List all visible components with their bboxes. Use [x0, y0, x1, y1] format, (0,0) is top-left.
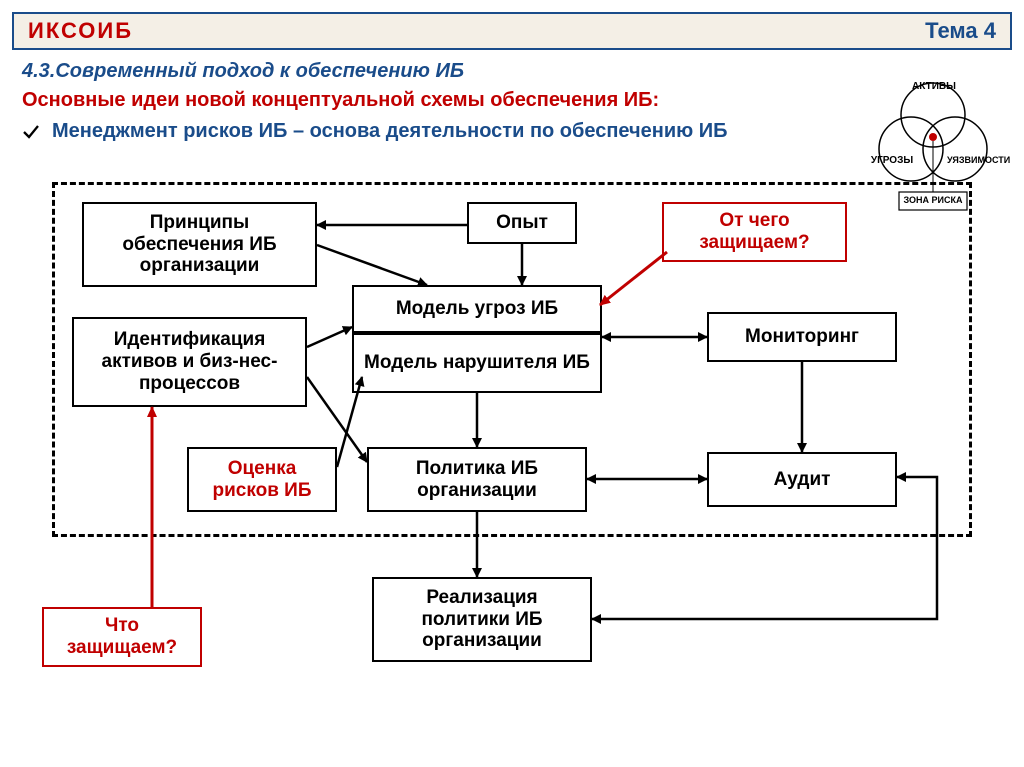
node-risk-assessment: Оценка рисков ИБ	[187, 447, 337, 512]
section-title: 4.3.Современный подход к обеспечению ИБ	[22, 60, 1002, 83]
diagram-stage: АКТИВЫ УГРОЗЫ УЯЗВИМОСТИ ЗОНА РИСКА Прин…	[12, 147, 1012, 747]
node-identification: Идентификация активов и биз-нес-процессо…	[72, 317, 307, 407]
venn-label-left: УГРОЗЫ	[867, 155, 917, 166]
bullet-row: Менеджмент рисков ИБ – основа деятельнос…	[22, 120, 1002, 143]
slide-header: ИКСОИБ Тема 4	[12, 12, 1012, 50]
node-threat-model: Модель угроз ИБ	[352, 285, 602, 333]
idea-line: Основные идеи новой концептуальной схемы…	[22, 89, 1002, 112]
venn-label-top: АКТИВЫ	[909, 81, 959, 92]
node-principles: Принципы обеспечения ИБ организации	[82, 202, 317, 287]
node-audit: Аудит	[707, 452, 897, 507]
bullet-text: Менеджмент рисков ИБ – основа деятельнос…	[52, 120, 728, 143]
node-realization: Реализация политики ИБ организации	[372, 577, 592, 662]
callout-protect-from: От чего защищаем?	[662, 202, 847, 262]
node-intruder-model: Модель нарушителя ИБ	[352, 333, 602, 393]
callout-protect-what: Что защищаем?	[42, 607, 202, 667]
header-left: ИКСОИБ	[28, 18, 133, 44]
node-experience: Опыт	[467, 202, 577, 244]
header-right: Тема 4	[925, 18, 996, 44]
node-policy: Политика ИБ организации	[367, 447, 587, 512]
checkmark-icon	[22, 123, 40, 141]
venn-label-right: УЯЗВИМОСТИ	[947, 155, 1007, 165]
node-monitoring: Мониторинг	[707, 312, 897, 362]
